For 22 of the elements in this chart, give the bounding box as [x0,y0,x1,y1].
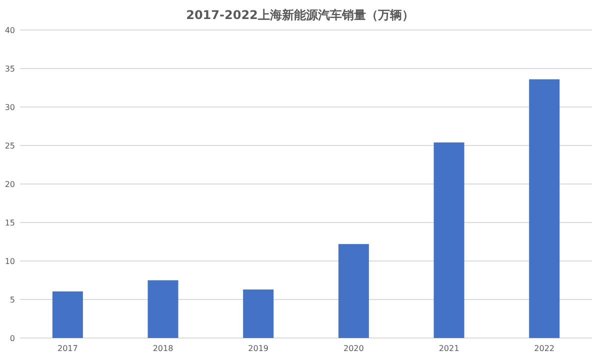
y-tick-label: 35 [4,64,15,74]
y-tick-label: 10 [4,256,15,266]
y-tick-label: 0 [10,334,15,343]
x-tick-label: 2022 [534,344,555,353]
bar [529,79,560,338]
bar [434,142,464,338]
y-tick-label: 20 [4,180,15,189]
bar [148,280,178,338]
bar [338,244,369,338]
x-tick-label: 2021 [438,344,460,353]
y-tick-label: 30 [4,102,15,112]
bar [243,289,274,338]
x-tick-label: 2018 [152,344,174,353]
x-tick-label: 2020 [343,344,364,353]
y-tick-label: 15 [4,218,15,228]
x-tick-label: 2017 [57,344,78,353]
bar [52,291,83,338]
y-tick-label: 25 [4,141,15,150]
y-tick-label: 40 [4,26,15,35]
chart-title: 2017-2022上海新能源汽车销量（万辆） [186,8,414,22]
x-tick-label: 2019 [248,344,269,353]
y-tick-label: 5 [10,295,15,304]
